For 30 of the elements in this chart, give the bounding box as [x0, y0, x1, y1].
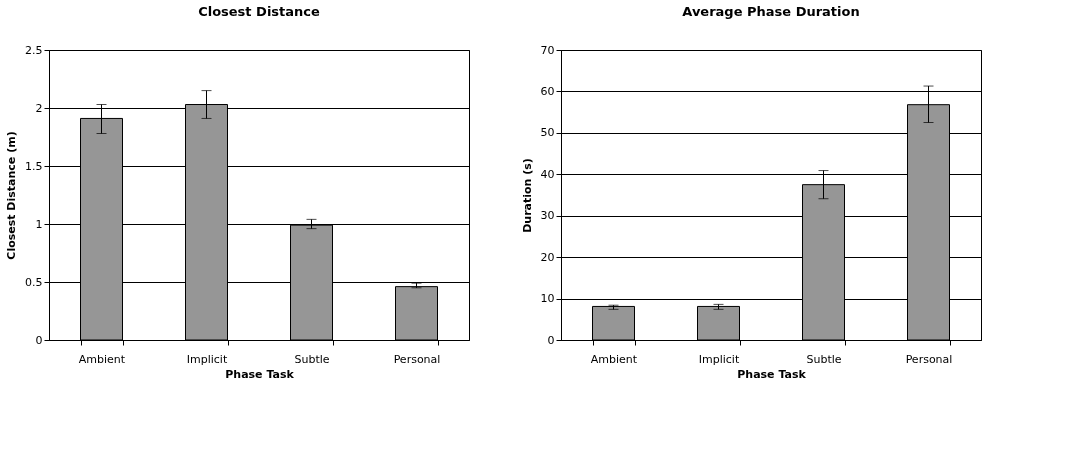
- bar: [697, 305, 740, 341]
- y-tick-label: 0.5: [25, 275, 43, 289]
- y-axis-title: Duration (s): [520, 158, 534, 233]
- y-tick-label: 2: [35, 101, 43, 115]
- chart-title: Closest Distance: [198, 4, 321, 19]
- x-axis-title: Phase Task: [225, 367, 295, 381]
- x-tick-label: Personal: [393, 352, 441, 366]
- x-tick-label: Ambient: [78, 352, 126, 366]
- chart-title: Average Phase Duration: [682, 4, 860, 19]
- x-tick-label: Subtle: [294, 352, 330, 366]
- y-tick-label: 0: [547, 333, 555, 347]
- y-tick-label: 2.5: [25, 43, 43, 57]
- y-tick-label: 70: [540, 43, 555, 57]
- y-tick-label: 0: [35, 333, 43, 347]
- y-tick-label: 1.5: [25, 159, 43, 173]
- x-tick-label: Implicit: [698, 352, 740, 366]
- x-tick-label: Implicit: [186, 352, 228, 366]
- y-tick-label: 40: [540, 167, 555, 181]
- y-tick-label: 30: [540, 209, 555, 223]
- x-axis-title: Phase Task: [737, 367, 807, 381]
- y-tick-label: 10: [540, 292, 555, 306]
- y-tick-label: 20: [540, 250, 555, 264]
- y-tick-label: 50: [540, 126, 555, 140]
- x-tick-label: Personal: [905, 352, 953, 366]
- x-tick-label: Subtle: [806, 352, 842, 366]
- y-tick-label: 1: [35, 217, 43, 231]
- y-tick-label: 60: [540, 84, 555, 98]
- x-tick-label: Ambient: [590, 352, 638, 366]
- bar: [395, 286, 438, 341]
- y-axis-title: Closest Distance (m): [5, 131, 19, 260]
